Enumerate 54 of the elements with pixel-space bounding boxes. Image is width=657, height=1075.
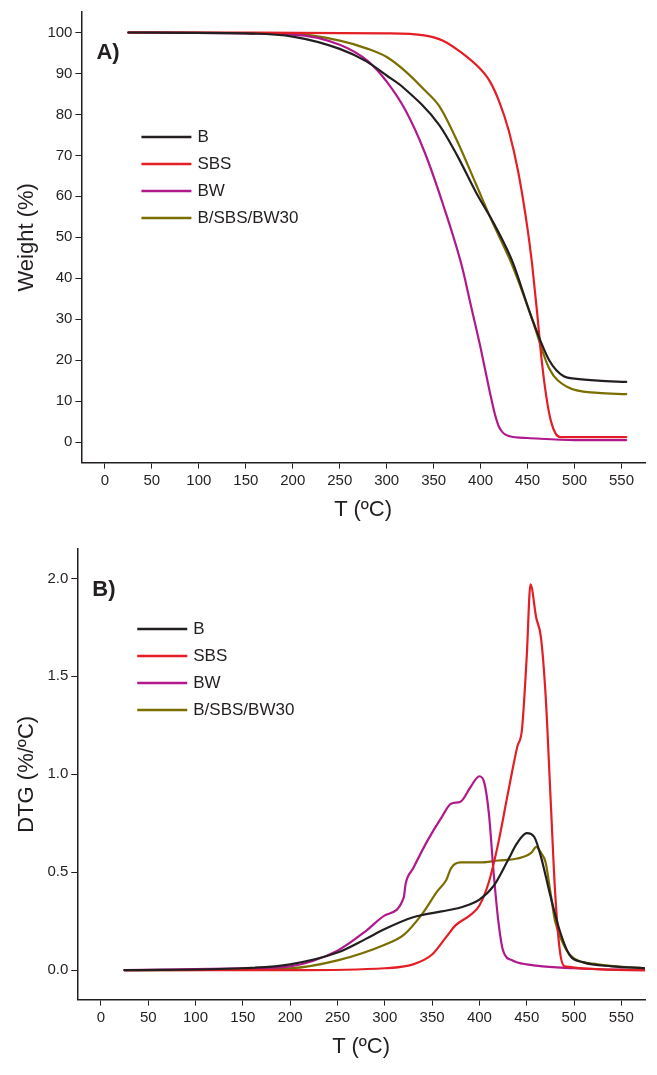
x-tick-label: 400 [466,1007,492,1025]
x-tick-label: 500 [561,1007,587,1025]
x-tick-label: 300 [372,1007,398,1025]
x-tick-label: 100 [183,1007,209,1025]
x-tick-label: 200 [280,470,306,488]
x-tick-label: 0 [100,470,110,488]
y-axis-title: DTG (%/ºC) [13,715,39,833]
x-tick-label: 200 [277,1007,303,1025]
y-tick-label: 70 [55,145,73,163]
y-tick-label: 90 [55,63,73,81]
x-tick-label: 50 [139,1007,157,1025]
y-tick-label: 1.0 [47,764,69,782]
x-axis-title: T (ºC) [332,1032,390,1058]
x-tick-label: 350 [421,470,447,488]
x-tick-label: 50 [143,470,161,488]
y-tick-label: 0.5 [47,862,69,880]
legend-label: SBS [197,153,232,173]
x-tick-label: 500 [562,470,588,488]
x-tick-label: 250 [327,470,353,488]
y-tick-label: 1.5 [47,666,69,684]
y-tick-label: 60 [55,186,73,204]
y-tick-label: 0.0 [47,960,69,978]
annotation: B) [92,576,116,602]
legend-label: B/SBS/BW30 [193,699,295,719]
x-tick-label: 400 [468,470,494,488]
y-tick-label: 100 [47,22,73,40]
x-tick-label: 450 [515,470,541,488]
x-tick-label: 300 [374,470,400,488]
y-axis-title: Weight (%) [13,183,39,292]
y-tick-label: 50 [55,227,73,245]
legend-label: BW [197,180,225,200]
x-tick-label: 150 [233,470,259,488]
y-tick-label: 0 [64,432,73,450]
x-tick-label: 550 [608,1007,634,1025]
y-tick-label: 10 [55,391,73,409]
y-tick-label: 30 [55,309,73,327]
y-tick-label: 20 [55,350,73,368]
legend-label: B [193,618,205,638]
legend-label: BW [193,672,221,692]
x-tick-label: 350 [419,1007,445,1025]
x-axis-title: T (ºC) [334,495,393,521]
annotation: A) [96,39,120,65]
x-tick-label: 100 [186,470,212,488]
y-tick-label: 2.0 [47,568,69,586]
legend-label: B [197,126,209,146]
y-tick-label: 80 [55,104,73,122]
x-tick-label: 0 [96,1007,106,1025]
legend-label: B/SBS/BW30 [197,207,299,227]
x-tick-label: 150 [230,1007,256,1025]
x-tick-label: 250 [324,1007,350,1025]
legend-label: SBS [193,645,228,665]
y-tick-label: 40 [55,268,73,286]
x-tick-label: 450 [514,1007,540,1025]
x-tick-label: 550 [609,470,635,488]
